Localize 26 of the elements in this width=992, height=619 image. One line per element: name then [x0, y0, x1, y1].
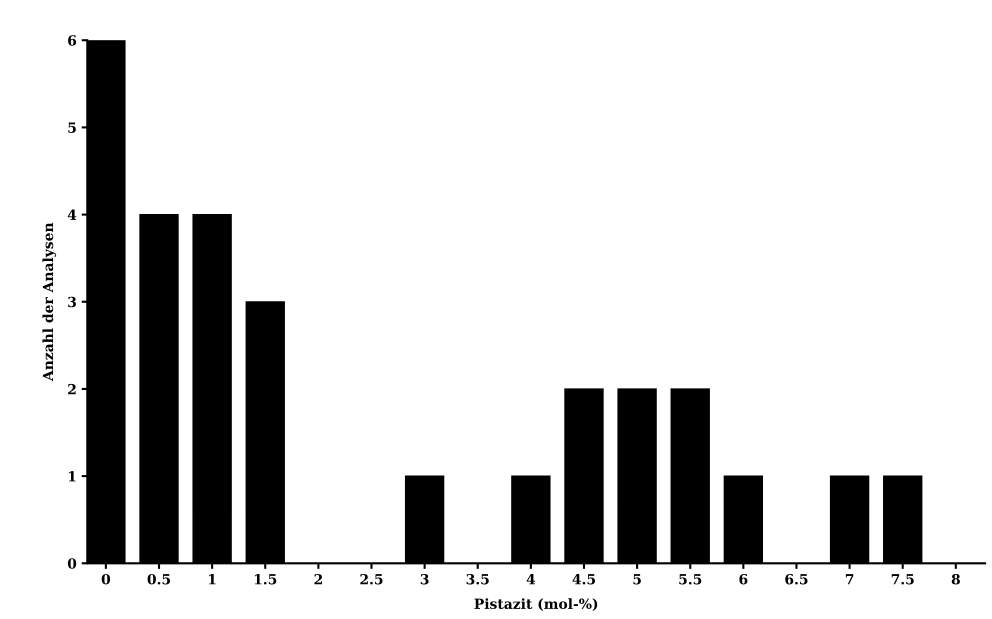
x-tick-label: 6 [739, 574, 748, 584]
x-tick-label: 7 [846, 574, 854, 584]
x-tick-label: 8 [952, 574, 960, 584]
y-tick-label: 1 [68, 471, 76, 482]
x-tick-label: 1 [208, 574, 216, 584]
x-tick-label: 4 [526, 574, 536, 584]
x-tick-label: 3.5 [466, 574, 489, 584]
x-tick-label: 0.5 [148, 574, 170, 584]
y-tick-label: 0 [68, 558, 76, 569]
y-tick-label: 6 [68, 35, 76, 46]
x-axis-title: Pistazit (mol-%) [474, 598, 598, 611]
x-tick-label: 7.5 [892, 574, 914, 584]
x-tick-label: 2 [314, 574, 322, 584]
x-tick-label: 0 [102, 574, 110, 584]
x-tick-label: 4.5 [572, 574, 596, 584]
x-tick-label: 5 [633, 574, 641, 584]
x-tick-label: 3 [420, 574, 429, 584]
y-axis-title: Anzahl der Analysen [42, 222, 56, 382]
y-tick-label: 3 [68, 296, 76, 308]
y-tick-label: 4 [68, 210, 76, 220]
x-tick-label: 6.5 [785, 574, 808, 584]
y-tick-label: 5 [68, 122, 76, 133]
y-tick-label: 2 [68, 384, 76, 394]
x-tick-label: 2.5 [360, 574, 383, 584]
x-tick-label: 1.5 [254, 574, 276, 584]
x-tick-label: 5.5 [679, 574, 702, 584]
